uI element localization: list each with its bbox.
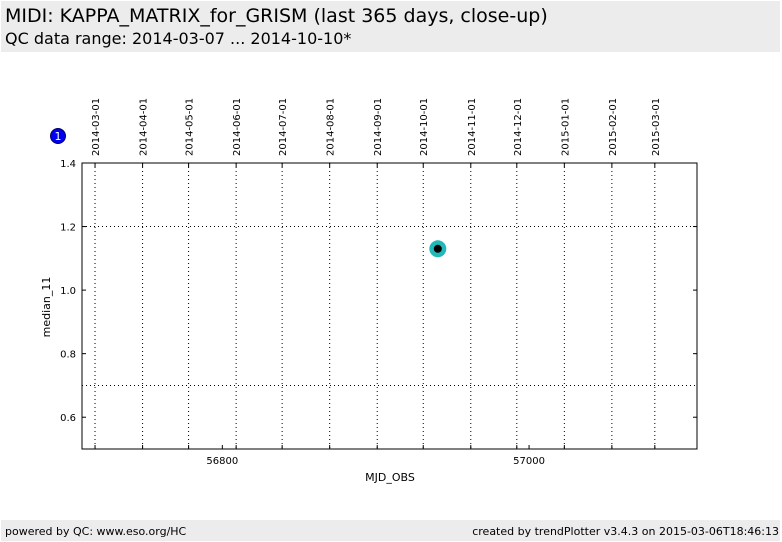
y-tick-label: 0.8 (60, 350, 76, 361)
x-tick-label: 56800 (206, 456, 238, 467)
date-tick-label: 2014-12-01 (513, 98, 524, 156)
data-point (433, 244, 442, 253)
footer-bar: powered by QC: www.eso.org/HC created by… (1, 520, 780, 541)
date-tick-label: 2015-02-01 (608, 98, 619, 156)
page-subtitle: QC data range: 2014-03-07 ... 2014-10-10… (5, 29, 352, 48)
y-tick-label: 1.2 (60, 223, 76, 234)
data-points (429, 240, 447, 258)
y-tick-label: 1.4 (60, 159, 76, 170)
grid (82, 163, 697, 449)
date-tick-label: 2014-10-01 (419, 98, 430, 156)
y-axis-label: median_11 (40, 277, 53, 338)
y-tick-label: 0.6 (60, 413, 76, 424)
y-tick-label: 1.0 (60, 286, 76, 297)
x-axis-label: MJD_OBS (365, 471, 415, 484)
date-tick-label: 2014-09-01 (373, 98, 384, 156)
date-tick-label: 2014-04-01 (139, 98, 150, 156)
page-title: MIDI: KAPPA_MATRIX_for_GRISM (last 365 d… (5, 5, 548, 27)
header-bar: MIDI: KAPPA_MATRIX_for_GRISM (last 365 d… (1, 1, 780, 52)
legend-badge-circle (50, 128, 66, 144)
date-tick-label: 2014-06-01 (232, 98, 243, 156)
axis-ticks: 0.6 0.8 1.0 1.2 1.4 56800 57000 (60, 159, 697, 467)
date-tick-label: 2015-03-01 (651, 98, 662, 156)
date-tick-label: 2014-08-01 (326, 98, 337, 156)
footer-credit: powered by QC: www.eso.org/HC (5, 525, 187, 538)
date-axis: 2014-03-01 2014-04-01 2014-05-01 2014-06-01… (91, 98, 662, 156)
plot-frame (81, 162, 698, 450)
date-tick-label: 2015-01-01 (560, 98, 571, 156)
legend-badge: 1 (50, 128, 66, 144)
legend-badge-label: 1 (55, 130, 62, 143)
trend-chart: 2014-03-01 2014-04-01 2014-05-01 2014-06-01… (40, 98, 698, 484)
x-tick-label: 57000 (513, 456, 545, 467)
date-tick-label: 2014-07-01 (278, 98, 289, 156)
date-tick-label: 2014-03-01 (91, 98, 102, 156)
date-tick-label: 2014-11-01 (467, 98, 478, 156)
footer-generator: created by trendPlotter v3.4.3 on 2015-0… (472, 525, 779, 538)
date-tick-label: 2014-05-01 (185, 98, 196, 156)
